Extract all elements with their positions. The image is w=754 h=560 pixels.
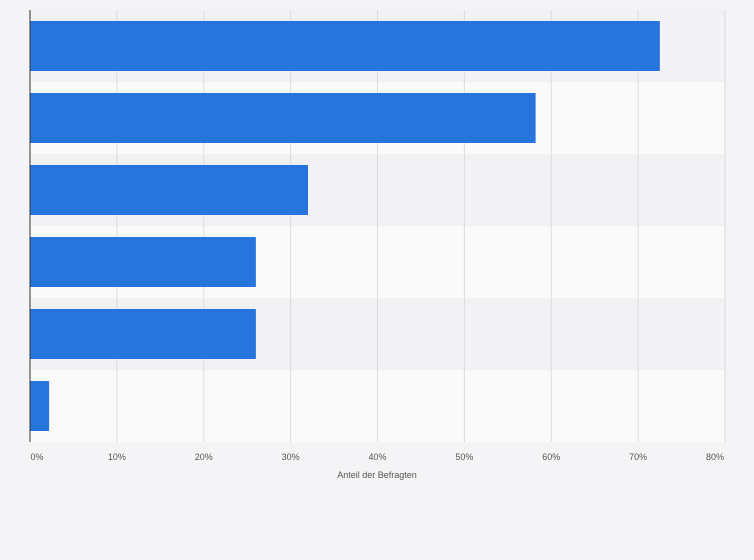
x-tick-label: 20% [195,452,213,462]
x-tick-label: 50% [455,452,473,462]
x-tick-label: 40% [368,452,386,462]
bar [30,309,256,359]
x-tick-label: 60% [542,452,560,462]
bars [30,21,660,431]
bar [30,165,308,215]
x-axis-title: Anteil der Befragten [337,470,417,480]
bar [30,237,256,287]
x-tick-label: 30% [282,452,300,462]
x-tick-label: 80% [706,452,724,462]
x-tick-label: 70% [629,452,647,462]
x-tick-labels: 0% 10% 20% 30% 40% 50% 60% 70% 80% [30,452,724,462]
x-tick-label: 0% [30,452,43,462]
x-tick-label: 10% [108,452,126,462]
gridlines [116,10,726,442]
bar [30,21,660,71]
bar [30,93,536,143]
bar [30,381,50,431]
